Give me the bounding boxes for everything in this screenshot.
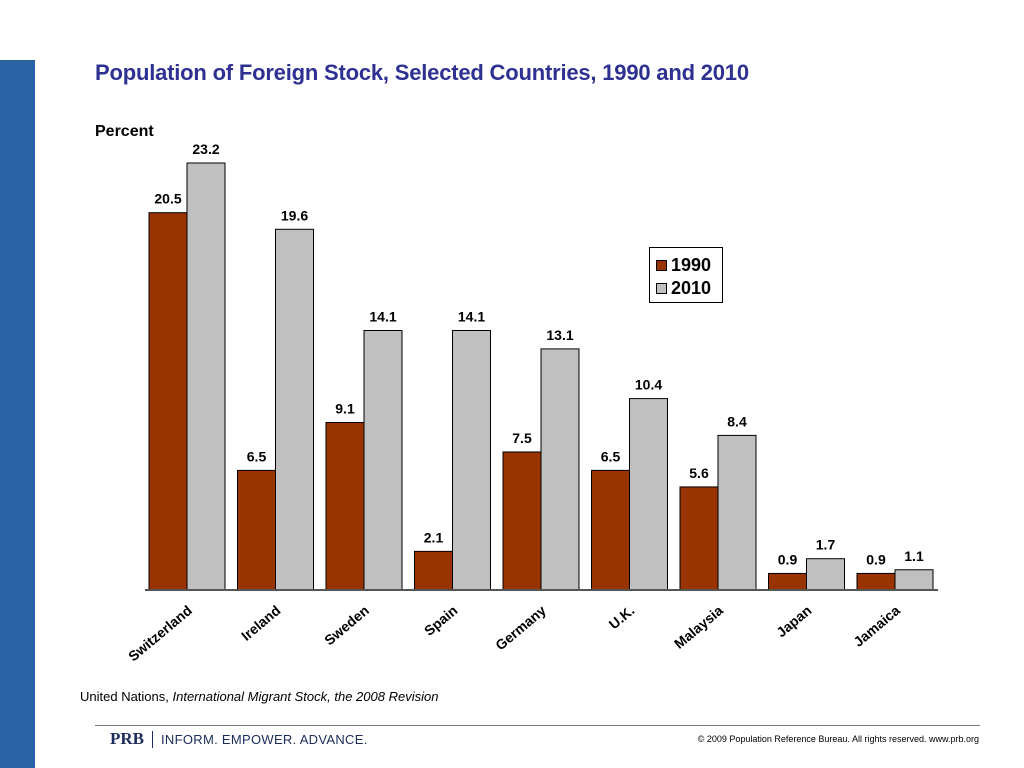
bar-jamaica-1990 (856, 572, 896, 591)
data-label-jamaica-2010: 1.1 (904, 548, 924, 564)
bar-ireland-2010 (275, 228, 314, 591)
data-label-ireland-2010: 19.6 (281, 207, 308, 223)
chart-title: Population of Foreign Stock, Selected Co… (95, 60, 749, 85)
data-label-u-k-1990: 6.5 (601, 448, 621, 464)
x-tick-label-germany: Germany (492, 602, 549, 653)
legend: 1990 2010 (649, 247, 723, 303)
data-label-switzerland-2010: 23.2 (192, 141, 219, 157)
brand-separator (152, 730, 153, 748)
bar-japan-2010 (806, 558, 845, 591)
bar-u-k-1990 (591, 469, 630, 591)
source-citation: United Nations, International Migrant St… (80, 689, 438, 704)
bar-germany-2010 (540, 348, 580, 591)
data-label-japan-2010: 1.7 (816, 537, 836, 553)
bar-spain-1990 (414, 550, 453, 591)
prb-logo: PRB (110, 729, 144, 748)
x-tick-label-switzerland: Switzerland (125, 602, 195, 664)
data-label-switzerland-1990: 20.5 (154, 191, 181, 207)
bar-sweden-2010 (363, 329, 403, 591)
legend-swatch-2010 (656, 283, 667, 294)
data-label-jamaica-1990: 0.9 (866, 551, 886, 567)
bar-germany-1990 (502, 451, 542, 591)
footer-brand: PRB INFORM. EMPOWER. ADVANCE. (110, 729, 368, 749)
source-prefix: United Nations, (80, 689, 173, 704)
legend-item-2010: 2010 (650, 277, 722, 300)
data-label-japan-1990: 0.9 (778, 551, 798, 567)
brand-tagline: INFORM. EMPOWER. ADVANCE. (161, 731, 368, 747)
bar-spain-2010 (452, 329, 491, 591)
y-axis-label: Percent (95, 123, 154, 140)
legend-swatch-1990 (656, 260, 667, 271)
data-label-malaysia-2010: 8.4 (727, 413, 747, 429)
data-label-u-k-2010: 10.4 (635, 377, 662, 393)
legend-label-2010: 2010 (671, 278, 712, 298)
x-tick-label-u-k: U.K. (606, 602, 638, 632)
bar-u-k-2010 (629, 398, 668, 591)
footer-divider (95, 725, 980, 726)
bar-sweden-1990 (325, 422, 365, 591)
source-title: International Migrant Stock, the 2008 Re… (172, 689, 439, 704)
side-accent-bar (0, 60, 35, 768)
bar-malaysia-1990 (679, 486, 719, 591)
bar-japan-1990 (768, 572, 807, 591)
x-tick-label-spain: Spain (421, 602, 460, 639)
data-label-malaysia-1990: 5.6 (689, 465, 709, 481)
legend-label-1990: 1990 (671, 255, 712, 275)
x-tick-label-malaysia: Malaysia (671, 602, 726, 652)
bar-switzerland-2010 (186, 162, 226, 591)
data-label-germany-2010: 13.1 (546, 327, 573, 343)
x-tick-label-japan: Japan (773, 602, 814, 640)
bar-ireland-1990 (237, 469, 276, 591)
bar-jamaica-2010 (894, 569, 934, 591)
data-label-germany-1990: 7.5 (512, 430, 532, 446)
data-label-ireland-1990: 6.5 (247, 448, 267, 464)
data-label-sweden-1990: 9.1 (335, 401, 355, 417)
data-label-sweden-2010: 14.1 (369, 308, 396, 324)
x-tick-label-sweden: Sweden (321, 602, 372, 648)
x-tick-label-jamaica: Jamaica (850, 602, 903, 650)
bar-switzerland-1990 (148, 212, 188, 591)
copyright-notice: © 2009 Population Reference Bureau. All … (697, 734, 979, 744)
x-tick-label-ireland: Ireland (238, 602, 283, 644)
data-label-spain-1990: 2.1 (424, 529, 444, 545)
bar-malaysia-2010 (717, 434, 757, 591)
data-label-spain-2010: 14.1 (458, 308, 485, 324)
legend-item-1990: 1990 (650, 254, 722, 277)
